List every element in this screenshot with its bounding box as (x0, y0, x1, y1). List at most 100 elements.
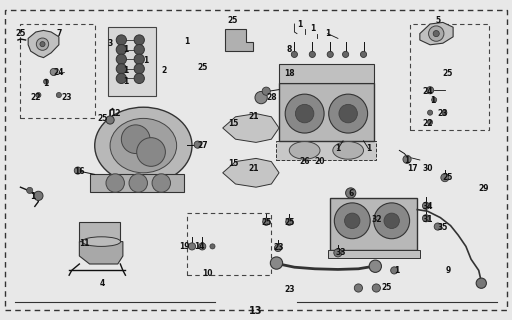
Text: 5: 5 (435, 16, 440, 25)
Circle shape (372, 284, 380, 292)
Text: 24: 24 (54, 68, 64, 76)
Circle shape (291, 51, 297, 58)
Text: 29: 29 (479, 184, 489, 193)
Text: 16: 16 (74, 167, 84, 176)
Text: 25: 25 (197, 63, 207, 72)
Polygon shape (330, 198, 417, 250)
Polygon shape (79, 222, 120, 242)
Circle shape (476, 278, 486, 288)
Circle shape (374, 203, 410, 239)
Circle shape (360, 51, 367, 58)
Text: 3: 3 (108, 39, 113, 48)
Text: 7: 7 (56, 29, 61, 38)
Text: 19: 19 (179, 242, 189, 251)
Text: 1: 1 (394, 266, 399, 275)
Circle shape (391, 267, 398, 274)
Text: 25: 25 (15, 29, 26, 38)
Text: 22: 22 (422, 119, 433, 128)
Circle shape (121, 125, 150, 154)
Text: 25: 25 (228, 16, 238, 25)
Text: 18: 18 (284, 69, 294, 78)
Text: 1: 1 (366, 144, 371, 153)
Text: 9: 9 (445, 266, 451, 275)
Circle shape (194, 141, 201, 148)
Text: 2: 2 (161, 66, 166, 75)
Circle shape (74, 167, 81, 174)
Text: 10: 10 (202, 269, 212, 278)
Polygon shape (279, 64, 374, 83)
Polygon shape (276, 141, 376, 160)
Ellipse shape (110, 118, 177, 173)
Circle shape (116, 44, 126, 55)
Circle shape (44, 79, 49, 84)
Polygon shape (223, 114, 279, 142)
Text: 35: 35 (438, 223, 448, 232)
Circle shape (442, 110, 447, 115)
Text: 12: 12 (110, 109, 120, 118)
Polygon shape (279, 83, 374, 141)
Text: 25: 25 (443, 69, 453, 78)
Circle shape (309, 51, 315, 58)
Circle shape (134, 44, 144, 55)
Text: 21: 21 (248, 164, 259, 172)
Circle shape (428, 110, 433, 115)
Bar (187, 213, 271, 275)
Text: 1: 1 (31, 192, 36, 201)
Bar (20, 24, 95, 118)
Circle shape (354, 284, 362, 292)
Ellipse shape (82, 237, 121, 246)
Text: 24: 24 (422, 87, 433, 96)
Text: 1: 1 (44, 79, 49, 88)
Circle shape (129, 174, 147, 192)
Circle shape (137, 138, 165, 166)
Text: 25: 25 (284, 218, 294, 227)
Circle shape (286, 218, 293, 225)
Text: 27: 27 (197, 141, 207, 150)
Text: 13: 13 (249, 306, 263, 316)
Text: 20: 20 (315, 157, 325, 166)
Circle shape (36, 38, 49, 50)
Text: 1: 1 (184, 37, 189, 46)
Text: 1: 1 (335, 144, 340, 153)
Text: 1: 1 (123, 77, 128, 86)
Text: 4: 4 (100, 279, 105, 288)
Text: 25: 25 (261, 218, 271, 227)
Text: 1: 1 (430, 96, 435, 105)
Circle shape (429, 26, 444, 41)
Circle shape (255, 92, 267, 104)
Circle shape (285, 94, 324, 133)
Text: 25: 25 (443, 173, 453, 182)
Ellipse shape (95, 107, 192, 184)
Text: 1: 1 (123, 45, 128, 54)
Polygon shape (79, 242, 123, 264)
Text: 23: 23 (284, 285, 294, 294)
Circle shape (343, 51, 349, 58)
Text: 23: 23 (274, 244, 284, 252)
Circle shape (422, 215, 430, 222)
Polygon shape (90, 174, 184, 192)
Text: 21: 21 (248, 112, 259, 121)
Circle shape (339, 104, 357, 123)
Text: 8: 8 (287, 45, 292, 54)
Polygon shape (223, 158, 279, 187)
Circle shape (40, 42, 45, 47)
Circle shape (116, 73, 126, 84)
Ellipse shape (289, 141, 320, 159)
Circle shape (274, 244, 282, 252)
Circle shape (369, 260, 381, 272)
Text: 1: 1 (404, 156, 410, 164)
Circle shape (116, 64, 126, 74)
Ellipse shape (333, 141, 364, 159)
Circle shape (199, 243, 206, 250)
Circle shape (433, 30, 439, 37)
Text: 17: 17 (407, 164, 417, 172)
Text: 32: 32 (371, 215, 381, 224)
Circle shape (334, 249, 342, 257)
Text: 25: 25 (97, 114, 108, 123)
Circle shape (345, 213, 360, 228)
Circle shape (327, 51, 333, 58)
Circle shape (36, 92, 41, 98)
Circle shape (346, 188, 356, 198)
Text: 23: 23 (61, 93, 72, 102)
Circle shape (422, 202, 430, 209)
